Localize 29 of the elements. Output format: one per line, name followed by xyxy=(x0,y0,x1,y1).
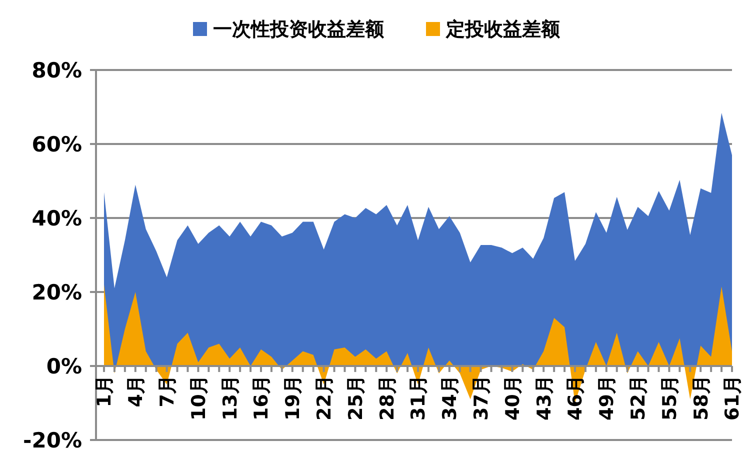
x-tick-label: 13月 xyxy=(219,375,242,420)
x-tick-label: 25月 xyxy=(344,375,367,420)
x-tick-label: 1月 xyxy=(94,375,116,408)
x-tick-label: 40月 xyxy=(502,375,524,420)
x-tick-label: 16月 xyxy=(250,375,273,420)
x-tick-label: 19月 xyxy=(282,375,304,420)
x-tick-label: 10月 xyxy=(188,375,210,420)
x-tick-label: 49月 xyxy=(596,375,618,420)
legend-label: 一次性投资收益差额 xyxy=(213,18,385,41)
x-tick-label: 7月 xyxy=(156,375,178,408)
y-tick-label: -20% xyxy=(23,428,82,452)
x-tick-label: 22月 xyxy=(313,375,336,420)
legend-label: 定投收益差额 xyxy=(445,18,561,41)
x-tick-label: 37月 xyxy=(470,375,492,420)
x-tick-label: 28月 xyxy=(376,375,398,420)
x-tick-label: 58月 xyxy=(690,375,712,420)
y-tick-label: 20% xyxy=(32,280,82,304)
x-tick-label: 46月 xyxy=(564,375,587,420)
y-tick-label: 0% xyxy=(46,354,82,378)
x-tick-label: 52月 xyxy=(627,375,650,420)
x-tick-label: 55月 xyxy=(658,375,681,420)
x-tick-label: 4月 xyxy=(125,375,148,408)
x-tick-label: 31月 xyxy=(408,375,430,420)
y-tick-label: 60% xyxy=(32,132,82,156)
y-tick-label: 80% xyxy=(32,58,82,82)
y-tick-label: 40% xyxy=(32,206,82,230)
x-tick-label: 43月 xyxy=(533,375,556,420)
x-tick-label: 34月 xyxy=(439,375,462,420)
x-tick-label: 61月 xyxy=(722,375,744,420)
